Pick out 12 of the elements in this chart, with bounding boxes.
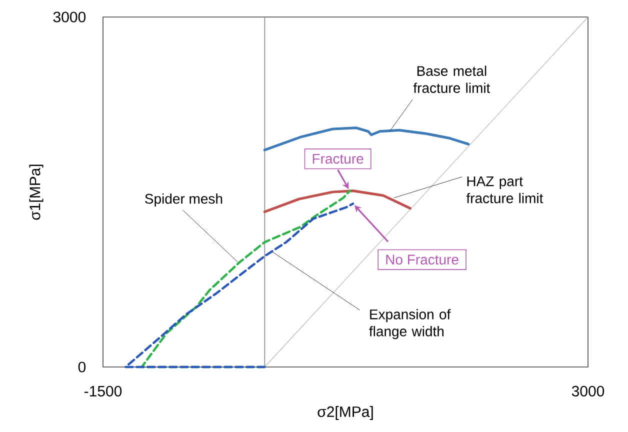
- y-tick-label: 0: [78, 362, 86, 372]
- annotation: No Fracture: [386, 254, 458, 265]
- annotation: Base metal fracture limit: [413, 66, 490, 93]
- line-series: [263, 126, 470, 152]
- annotation: Expansion of flange width: [369, 309, 451, 340]
- x-axis-title: σ2[MPa]: [318, 406, 373, 420]
- annotation: HAZ part fracture limit: [466, 176, 544, 204]
- x-tick-label: -1500: [84, 386, 122, 396]
- line-series: [263, 190, 412, 214]
- annotation: Fracture: [312, 154, 364, 164]
- y-axis-title: σ1[MPa]: [29, 164, 44, 220]
- annotation: Spider mesh: [145, 193, 222, 207]
